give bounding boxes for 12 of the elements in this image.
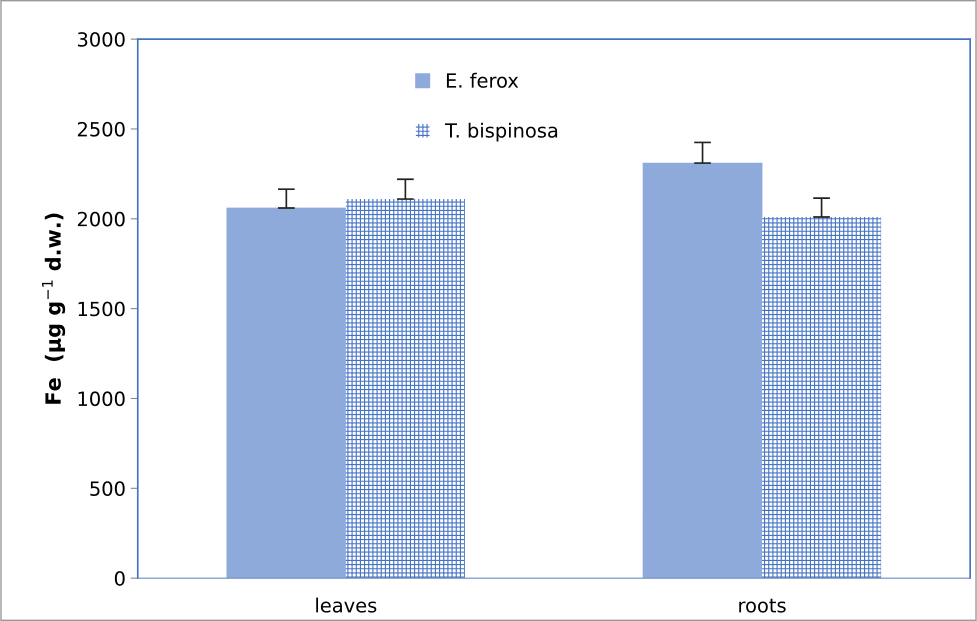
- y-tick-label: 0: [114, 571, 125, 586]
- y-tick-label: 3000: [78, 32, 125, 47]
- y-tick-label: 2500: [78, 122, 125, 137]
- y-tick-label: 2000: [78, 212, 125, 226]
- legend-label: T. bispinosa: [444, 122, 558, 142]
- y-tick-label: 1000: [78, 391, 125, 406]
- y-tick-label: 500: [90, 481, 125, 496]
- x-tick-label: leaves: [316, 598, 376, 613]
- legend-label: E. ferox: [446, 72, 518, 88]
- x-tick-label: roots: [739, 598, 786, 613]
- y-tick-label: 1500: [78, 302, 125, 316]
- y-axis-title: Fe (µg g$^{−1}$ d.w.): [42, 214, 66, 404]
